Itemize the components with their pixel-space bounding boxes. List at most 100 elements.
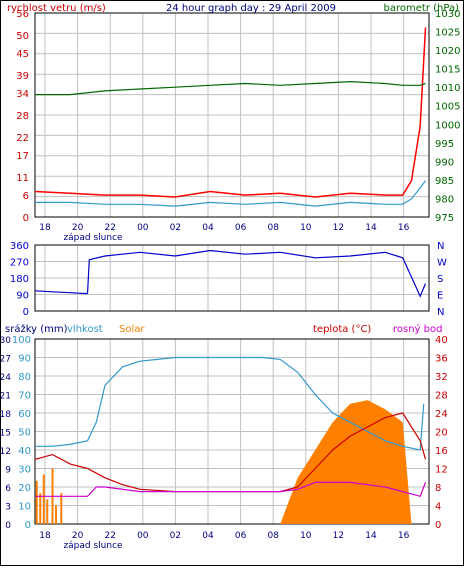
y-tick-label: 56 (16, 9, 29, 20)
x-tick-label: 22 (104, 223, 115, 233)
series-rosný-bod (35, 481, 427, 498)
rain-tick-label: 0 (5, 521, 11, 531)
series-line-0 (34, 27, 427, 198)
y-tick-label: 90 (16, 291, 29, 302)
y-tick-label: 6 (23, 191, 29, 202)
humidity-temp-panel: srážky (mm) vlhkost Solar teplota (°C) rosný… (0, 323, 448, 551)
x-tick-label: 02 (170, 223, 181, 233)
x-tick-label: 14 (365, 531, 377, 541)
x-tick-label: 14 (365, 223, 377, 233)
x-tick-label: 18 (39, 531, 51, 541)
legend-temperature: teplota (°C) (313, 324, 371, 335)
x-tick-label: 04 (202, 531, 214, 541)
rain-bar (39, 493, 42, 524)
series-line-1 (35, 180, 426, 207)
y-tick-label: 17 (16, 151, 29, 162)
x-tick-label: 08 (267, 531, 279, 541)
y-tick-label: 100 (12, 335, 31, 346)
x-tick-label: 10 (300, 223, 312, 233)
direction-label: E (437, 291, 443, 302)
x-tick-label: 18 (39, 223, 51, 233)
x-tick-label: 00 (137, 531, 149, 541)
y-tick-label: 1020 (435, 46, 460, 57)
y-tick-label: 180 (10, 274, 29, 285)
rain-tick-label: 27 (1, 355, 11, 365)
legend-dew-point: rosný bod (393, 323, 442, 335)
y-tick-label: 70 (18, 391, 31, 402)
y-tick-label: 360 (10, 241, 29, 252)
rain-tick-label: 6 (5, 484, 11, 494)
sunset-label: západ slunce (63, 541, 123, 551)
direction-label: N (437, 307, 444, 318)
legend-left-2: Solar (119, 324, 145, 335)
y-tick-label: 45 (16, 49, 29, 60)
rain-tick-label: 12 (1, 447, 11, 457)
y-tick-label: 28 (435, 391, 448, 402)
wind-speed-axis-title: rychlost vetru (m/s) (7, 3, 106, 14)
x-tick-label: 20 (72, 223, 84, 233)
sunset-label: západ slunce (63, 233, 123, 243)
y-tick-label: 10 (18, 502, 31, 513)
plot-border (34, 12, 430, 218)
direction-label: W (437, 258, 447, 269)
rain-tick-label: 9 (5, 466, 11, 476)
x-tick-label: 10 (300, 531, 312, 541)
x-tick-label: 08 (267, 223, 279, 233)
y-tick-label: 30 (18, 465, 31, 476)
y-tick-label: 4 (435, 502, 441, 513)
x-tick-label: 04 (202, 223, 214, 233)
rain-tick-label: 24 (1, 373, 11, 383)
y-tick-label: 20 (435, 428, 448, 439)
y-tick-label: 40 (18, 446, 31, 457)
rain-tick-label: 3 (5, 503, 11, 513)
pressure-axis-title: barometr (hPa) (384, 3, 460, 14)
y-tick-label: 20 (18, 483, 31, 494)
y-tick-label: 11 (16, 173, 29, 184)
x-tick-label: 12 (333, 223, 344, 233)
rain-bar (60, 493, 63, 524)
rain-bar (35, 480, 38, 524)
y-tick-label: 980 (435, 194, 454, 205)
y-tick-label: 8 (435, 483, 441, 494)
y-tick-label: 0 (25, 520, 31, 531)
y-tick-label: 1015 (435, 65, 460, 76)
y-tick-label: 50 (16, 31, 29, 42)
plot-border (34, 244, 430, 312)
y-tick-label: 40 (435, 335, 448, 346)
y-tick-label: 1005 (435, 102, 460, 113)
y-tick-label: 0 (23, 307, 29, 318)
y-tick-label: 22 (16, 133, 29, 144)
y-tick-label: 270 (10, 258, 29, 269)
y-tick-label: 12 (435, 465, 448, 476)
x-tick-label: 12 (333, 531, 344, 541)
x-tick-label: 06 (235, 223, 247, 233)
y-tick-label: 985 (435, 176, 454, 187)
rain-bar (55, 505, 58, 524)
y-tick-label: 995 (435, 139, 454, 150)
direction-label: S (437, 274, 443, 285)
rain-bar (42, 474, 45, 524)
x-tick-label: 16 (398, 223, 410, 233)
chart-title: 24 hour graph day : 29 April 2009 (166, 3, 336, 14)
y-tick-label: 0 (435, 520, 441, 531)
direction-line-0 (34, 249, 427, 298)
wind-pressure-panel: rychlost vetru (m/s) 24 hour graph day : … (7, 3, 460, 243)
y-tick-label: 90 (18, 354, 31, 365)
x-tick-label: 20 (72, 531, 84, 541)
direction-label: N (437, 241, 444, 252)
rain-bar (46, 499, 49, 524)
series-line-2 (35, 80, 426, 96)
series-vlhkost (35, 356, 425, 451)
rain-tick-label: 18 (1, 410, 11, 420)
x-tick-label: 00 (137, 223, 149, 233)
rain-tick-label: 21 (1, 392, 11, 402)
rain-tick-label: 30 (1, 336, 11, 346)
y-tick-label: 34 (16, 89, 29, 100)
legend-left-0: srážky (mm) (5, 323, 68, 335)
y-tick-label: 1025 (435, 28, 460, 39)
y-tick-label: 990 (435, 157, 454, 168)
y-tick-label: 0 (23, 213, 29, 224)
solar-area (280, 400, 412, 524)
